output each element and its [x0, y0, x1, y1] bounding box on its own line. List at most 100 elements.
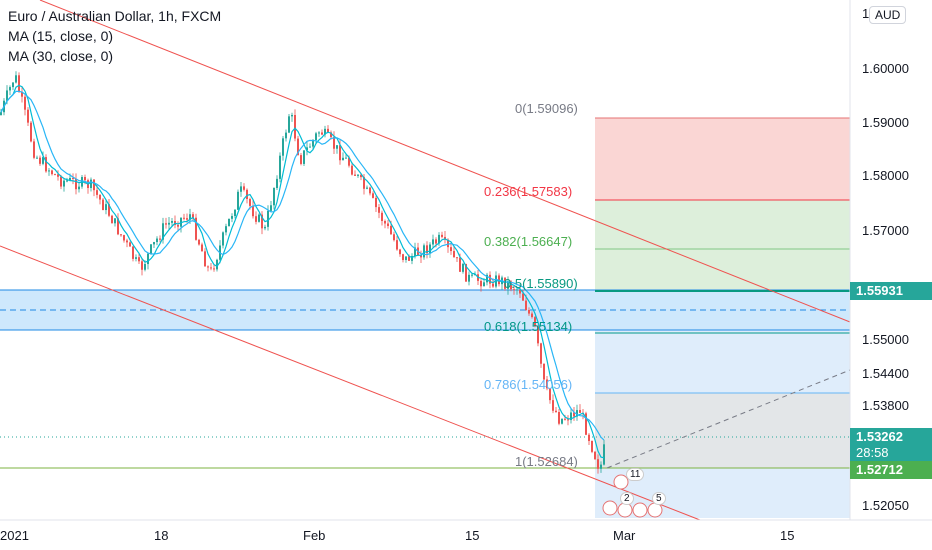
candle-body — [570, 412, 572, 421]
candle-body — [45, 157, 47, 172]
candle-body — [363, 177, 365, 189]
fib-label-0786: 0.786(1.54056) — [484, 377, 573, 392]
ma-30-label[interactable]: MA (30, close, 0) — [8, 48, 114, 64]
candle-body — [240, 186, 242, 192]
candle-body — [234, 209, 236, 217]
candle-body — [255, 216, 257, 222]
candle-body — [270, 205, 272, 211]
channel-lower[interactable] — [0, 245, 701, 521]
candle-body — [588, 434, 590, 442]
candle-body — [123, 235, 125, 241]
candle-body — [534, 317, 536, 327]
candle-body — [600, 464, 602, 469]
price-tick: 1.54400 — [862, 366, 909, 381]
event-count-label[interactable]: 2 — [620, 492, 634, 505]
candle-body — [165, 223, 167, 225]
candle-body — [111, 215, 113, 224]
event-count-label[interactable]: 5 — [652, 492, 666, 505]
candle-body — [105, 204, 107, 211]
candle-body — [339, 145, 341, 161]
projection-line — [606, 369, 851, 469]
ma-15-label[interactable]: MA (15, close, 0) — [8, 28, 114, 44]
candle-body — [18, 75, 20, 92]
candle-body — [315, 133, 317, 140]
candle-body — [453, 251, 455, 258]
candle-body — [390, 225, 392, 235]
candle-body — [150, 244, 152, 254]
candle-body — [78, 186, 80, 190]
candle-body — [153, 242, 155, 245]
time-tick: 18 — [154, 528, 169, 543]
event-icon[interactable] — [602, 500, 618, 516]
candle-body — [132, 246, 134, 259]
candle-body — [399, 249, 401, 255]
candle-body — [42, 157, 44, 164]
candle-body — [402, 254, 404, 260]
candle-body — [36, 157, 38, 159]
candle-body — [120, 234, 122, 236]
event-icon[interactable] — [647, 502, 663, 518]
candle-body — [342, 157, 344, 161]
event-icon[interactable] — [617, 502, 633, 518]
candle-body — [504, 277, 506, 289]
candle-body — [264, 226, 266, 229]
candle-body — [483, 282, 485, 287]
ma-30-line — [0, 90, 605, 441]
candle-body — [468, 274, 470, 282]
candle-body — [585, 413, 587, 435]
candle-body — [336, 145, 338, 149]
event-count-label[interactable]: 11 — [626, 468, 645, 481]
event-icon[interactable] — [613, 474, 629, 490]
candle-body — [441, 234, 443, 237]
price-tick: 1.53800 — [862, 398, 909, 413]
candle-body — [360, 174, 362, 178]
candle-body — [267, 210, 269, 227]
candle-body — [171, 221, 173, 223]
candle-body — [237, 191, 239, 210]
candle-body — [597, 459, 599, 469]
candle-body — [291, 114, 293, 117]
event-icon[interactable] — [632, 502, 648, 518]
candle-body — [552, 400, 554, 411]
candle-body — [318, 132, 320, 134]
candle-body — [591, 441, 593, 452]
candle-body — [429, 244, 431, 254]
candle-body — [381, 212, 383, 222]
candle-body — [114, 218, 116, 224]
candle-body — [189, 214, 191, 220]
candle-body — [279, 155, 281, 179]
fib-zone-grey — [595, 393, 850, 468]
candle-body — [351, 165, 353, 175]
candle-body — [12, 82, 14, 88]
candle-body — [33, 141, 35, 158]
candle-body — [450, 247, 452, 252]
candle-body — [84, 177, 86, 181]
candle-body — [522, 293, 524, 301]
candle-body — [414, 247, 416, 256]
countdown-badge: 28:58 — [850, 444, 932, 462]
candle-body — [324, 128, 326, 135]
candle-body — [540, 343, 542, 364]
channel-upper[interactable] — [39, 0, 851, 323]
candle-body — [375, 197, 377, 208]
candle-body — [594, 451, 596, 460]
currency-button[interactable]: AUD — [869, 6, 907, 24]
candle-body — [117, 218, 119, 235]
candle-body — [531, 313, 533, 318]
fib-zone-green — [595, 200, 850, 291]
candle-body — [345, 157, 347, 159]
candle-body — [561, 418, 563, 424]
candle-body — [543, 363, 545, 380]
candle-body — [231, 216, 233, 219]
candle-body — [387, 223, 389, 226]
candle-body — [54, 174, 56, 176]
price-tick: 1.59000 — [862, 115, 909, 130]
candle-body — [6, 90, 8, 101]
price-tick: 1.58000 — [862, 168, 909, 183]
candle-body — [333, 137, 335, 149]
candle-body — [159, 238, 161, 240]
symbol-title[interactable]: Euro / Australian Dollar, 1h, FXCM — [8, 8, 222, 24]
candle-body — [24, 96, 26, 110]
candle-body — [369, 187, 371, 194]
candles — [0, 71, 605, 474]
